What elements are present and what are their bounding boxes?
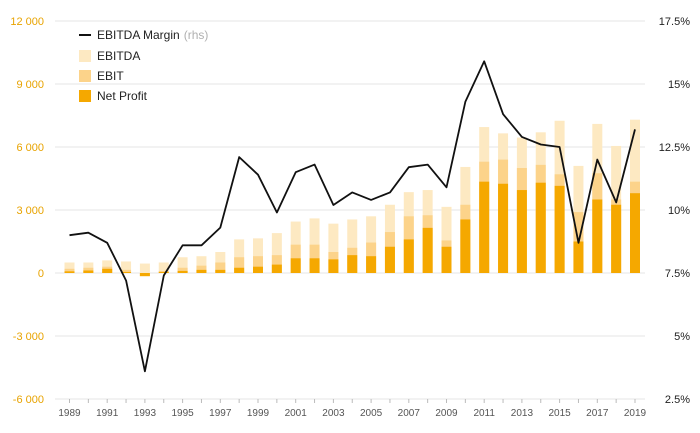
net-profit-bar [498,183,509,273]
net-profit-bar [422,227,433,273]
net-profit-bar [215,269,226,273]
ebitda-bar [234,239,245,273]
legend-label-ebit: EBIT [97,69,124,83]
y-left-tick-label: 12 000 [10,16,44,28]
legend-swatch-ebit [79,70,91,82]
y-right-tick-label: 5% [674,331,690,343]
ebitda-bar [328,223,339,273]
net-profit-bar [630,193,640,273]
bar-layer [64,119,640,277]
ebit-bar [83,267,94,273]
net-profit-bar [384,246,395,273]
net-profit-bar [64,271,75,273]
legend-swatch-net-profit [79,90,91,102]
net-profit-bar [366,256,377,273]
y-right-tick-label: 12.5% [659,142,690,154]
net-profit-bar [516,190,527,273]
net-profit-bar [83,270,94,273]
x-tick-label: 2015 [548,408,571,419]
net-profit-bar [139,273,150,277]
y-left-tick-label: 9 000 [16,79,44,91]
ebitda-bar [158,262,169,273]
net-profit-bar [592,199,603,273]
net-profit-bar [102,268,113,273]
legend-label-ebitda-margin: EBITDA Margin (rhs) [97,28,208,42]
legend-label-ebitda: EBITDA [97,49,140,63]
net-profit-bar [535,182,546,273]
x-tick-label: 2011 [473,408,495,419]
net-profit-bar [403,239,414,273]
x-tick-label: 2001 [285,408,308,419]
net-profit-bar [554,185,565,273]
ebit-bar [177,267,188,273]
net-profit-bar [234,267,245,273]
legend: EBITDA Margin (rhs) EBITDA EBIT Net Profit [79,28,208,103]
y-left-tick-label: 0 [38,268,44,280]
legend-label-net-profit: Net Profit [97,89,148,103]
x-tick-label: 1997 [209,408,232,419]
y-right-tick-label: 17.5% [659,16,690,28]
ebitda-bar [347,219,358,273]
x-tick-label: 1995 [171,408,194,419]
ebitda-bar [253,238,263,273]
net-profit-bar [460,219,471,273]
ebitda-bar [177,257,188,273]
ebitda-bar [271,233,282,273]
y-right-tick-label: 2.5% [665,394,690,406]
x-tick-label: 2019 [624,408,647,419]
net-profit-bar [611,204,622,273]
x-tick-label: 2007 [398,408,421,419]
net-profit-bar [290,258,301,273]
x-tick-label: 1989 [58,408,81,419]
ebit-bar [215,262,226,273]
ebitda-bar [121,261,132,273]
net-profit-bar [441,246,452,273]
ebit-bar [253,256,263,273]
y-right-tick-label: 15% [668,79,690,91]
x-tick-label: 2013 [511,408,534,419]
net-profit-bar [121,271,132,273]
ebitda-bar [64,262,75,273]
net-profit-bar [177,270,188,273]
net-profit-bar [158,271,169,273]
ebitda-margin-line [69,60,636,373]
ebitda-bar [441,206,452,273]
x-tick-label: 1993 [134,408,157,419]
net-profit-bar [309,258,320,273]
y-left-tick-label: 6 000 [16,142,44,154]
y-left-tick-label: -6 000 [13,394,44,406]
y-right-tick-label: 7.5% [665,268,690,280]
x-tick-label: 2009 [435,408,458,419]
x-tick-label: 2005 [360,408,383,419]
ebitda-bar [139,263,150,273]
net-profit-bar [573,241,584,273]
net-profit-bar [479,181,490,273]
ebitda-bar [196,256,207,273]
legend-label-ebitda-margin-name: EBITDA Margin [97,28,180,42]
y-left-tick-label: -3 000 [13,331,44,343]
net-profit-bar [196,269,207,273]
net-profit-bar [253,266,263,273]
line-layer [69,60,636,373]
y-right-tick-label: 10% [668,205,690,217]
legend-label-ebitda-margin-note: (rhs) [184,28,209,42]
ebit-bar [196,265,207,273]
x-tick-label: 2017 [586,408,609,419]
ebit-bar [234,257,245,273]
legend-swatch-ebitda [79,50,91,62]
ebit-bar [271,255,282,273]
x-tick-label: 2003 [322,408,345,419]
ebit-bar [121,269,132,273]
net-profit-bar [271,264,282,273]
ebit-bar [64,268,75,273]
x-tick-label: 1999 [247,408,270,419]
x-tick-label: 1991 [96,408,119,419]
axis-layer: 12 000 9 000 6 000 3 000 0 -3 000 -6 000 17.5% 1… [10,16,690,419]
y-left-tick-label: 3 000 [16,205,44,217]
net-profit-bar [328,259,339,273]
net-profit-bar [347,255,358,273]
